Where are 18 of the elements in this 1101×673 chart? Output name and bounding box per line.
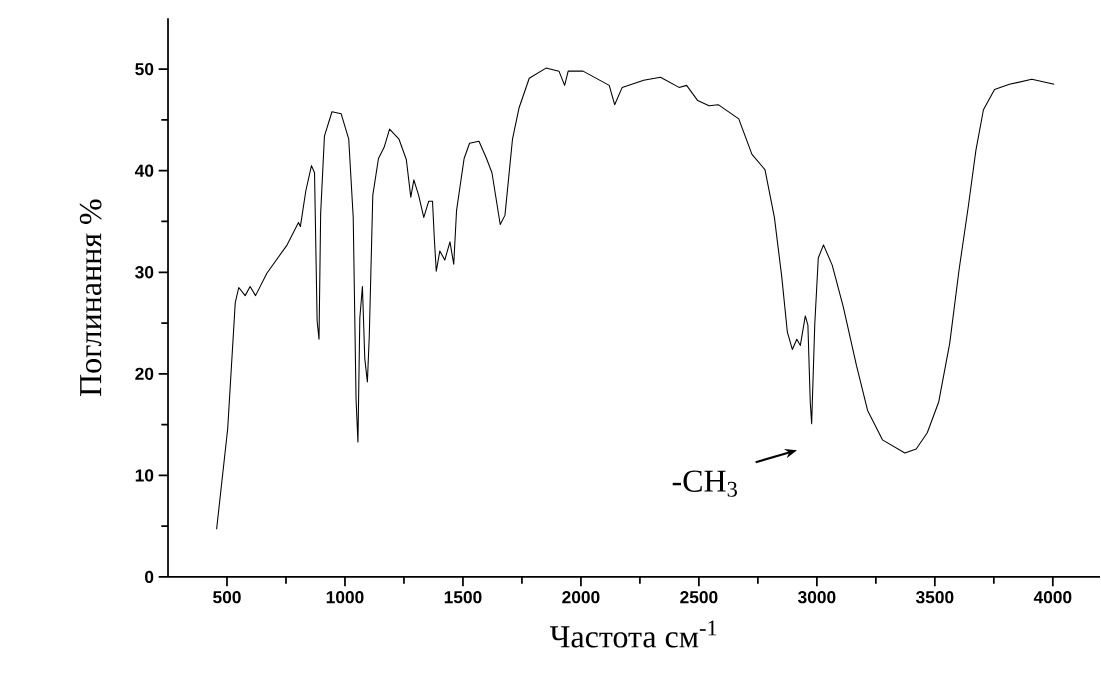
annotation: -CH$_{3}$ bbox=[672, 470, 737, 497]
y-tick-label: 0 bbox=[145, 570, 154, 584]
x-tick-label: 1500 bbox=[444, 591, 482, 604]
y-tick-label: 10 bbox=[135, 469, 154, 482]
y-tick-label: 50 bbox=[135, 62, 154, 76]
x-tick-label: 2500 bbox=[680, 591, 718, 604]
x-axis-title: Частота см$^{-1}$ bbox=[549, 620, 717, 648]
line-series bbox=[216, 67, 1055, 530]
x-tick-label: 3500 bbox=[915, 591, 954, 604]
y-tick-label: 20 bbox=[135, 367, 154, 380]
x-tick-label: 1000 bbox=[326, 591, 364, 604]
x-tick-label: 2000 bbox=[562, 591, 600, 604]
y-tick-label: 30 bbox=[135, 266, 154, 279]
x-tick-label: 4000 bbox=[1033, 591, 1072, 604]
y-tick-label: 40 bbox=[134, 164, 154, 177]
x-tick-label: 500 bbox=[213, 591, 241, 604]
y-axis-title: Поглинання % bbox=[79, 199, 102, 397]
x-tick-label: 3000 bbox=[797, 591, 836, 604]
